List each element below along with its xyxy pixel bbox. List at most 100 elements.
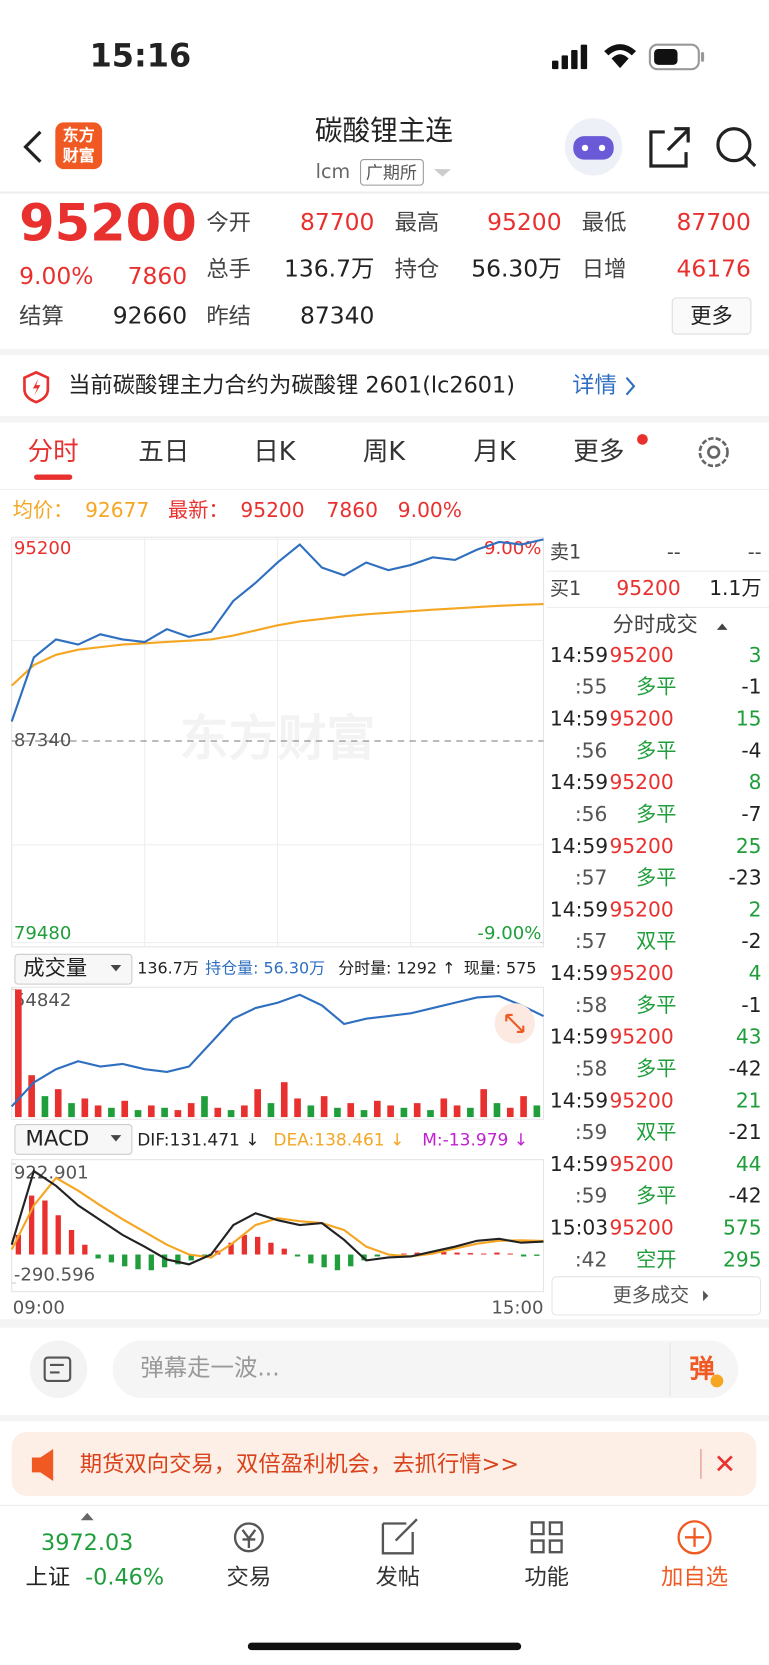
volume-bar (227, 1110, 235, 1118)
macd-bar (321, 1254, 327, 1268)
tab[interactable]: 周K (363, 437, 407, 467)
volume-bar (28, 1075, 35, 1118)
banner-text[interactable]: 期货双向交易，双倍盈利机会，去抓行情>> (80, 1451, 519, 1477)
y-tick-label: -290.596 (14, 1265, 95, 1286)
time-label: 15:00 (491, 1298, 543, 1319)
notice-link[interactable]: 详情 (572, 373, 617, 399)
dropdown-arrow[interactable] (433, 169, 451, 177)
tab[interactable]: 日K (253, 437, 297, 467)
trade-price: 95200 (609, 1025, 673, 1049)
trade-time: :57 (575, 866, 608, 890)
volume-bar (334, 1107, 341, 1118)
volume-bar (174, 1110, 182, 1118)
trade-volume: 15 (736, 707, 762, 731)
more-trades-button[interactable] (551, 1276, 762, 1316)
index-name[interactable]: 上证 (26, 1564, 71, 1590)
field-label: 总手 (206, 257, 251, 283)
search-button[interactable] (716, 127, 757, 168)
macd-bar (82, 1244, 88, 1255)
dif-line (10, 1169, 544, 1266)
volume-bar (427, 1110, 434, 1118)
trade-volume: 25 (736, 834, 762, 858)
avg-label: 均价： (13, 498, 74, 522)
clock: 15:16 (90, 36, 192, 74)
y-tick-label: 87340 (14, 730, 72, 751)
avg-price: 92677 (85, 498, 149, 522)
close-button[interactable] (717, 1455, 733, 1472)
watermark: 东方财富 (180, 710, 376, 767)
assistant-button[interactable] (564, 118, 623, 176)
current-volume: 现量: 575 (464, 959, 537, 978)
macd-bar (95, 1254, 101, 1259)
nav-item[interactable]: 功能 (524, 1564, 569, 1590)
ask-price: -- (667, 541, 681, 564)
index-value[interactable]: 3972.03 (41, 1530, 133, 1556)
comment-icon[interactable] (29, 1340, 88, 1398)
macd-bar (148, 1254, 154, 1271)
tick-volume: 分时量: 1292 ↑ (338, 959, 455, 978)
more-button[interactable] (671, 297, 752, 335)
m-label: M:-13.979 ↓ (422, 1130, 528, 1150)
macd-bar (334, 1254, 341, 1271)
field-label: 今开 (206, 210, 251, 236)
nav-icon (677, 1520, 712, 1555)
last-price: 95200 (19, 195, 197, 254)
macd-bar (401, 1253, 407, 1255)
field-value: 87340 (300, 302, 374, 330)
tab[interactable]: 五日 (138, 437, 189, 467)
volume-bar (347, 1103, 355, 1118)
last-price: 95200 (240, 498, 304, 522)
trade-time: :55 (575, 675, 608, 699)
more-button-text[interactable]: 更多 (690, 304, 733, 329)
share-button[interactable] (649, 127, 690, 168)
field-label: 最高 (395, 210, 440, 236)
more-trades[interactable]: 更多成交 (613, 1283, 689, 1306)
volume-bar (280, 1082, 288, 1118)
indicator-name[interactable]: 成交量 (23, 956, 87, 981)
macd-bar (534, 1254, 540, 1256)
trade-time: :59 (575, 1120, 608, 1144)
settings-button[interactable] (698, 436, 729, 468)
back-button[interactable] (23, 130, 42, 163)
comment-input[interactable] (112, 1340, 739, 1398)
volume-bar (400, 1107, 408, 1118)
indicator-name[interactable]: MACD (26, 1126, 90, 1151)
trade-volume: -42 (729, 1056, 762, 1080)
nav-item[interactable]: 交易 (227, 1564, 272, 1590)
tab[interactable]: 更多 (573, 437, 624, 467)
tab[interactable]: 月K (473, 437, 517, 467)
trade-volume: -1 (741, 993, 761, 1017)
comment-placeholder[interactable]: 弹幕走一波... (140, 1354, 279, 1382)
volume-bar (520, 1096, 527, 1118)
volume-bar (307, 1105, 315, 1118)
notice-text: 当前碳酸锂主力合约为碳酸锂 2601(lc2601) (68, 373, 515, 399)
nav-item[interactable]: 加自选 (661, 1564, 728, 1590)
volume-bar (214, 1107, 222, 1118)
nav-icon (530, 1521, 563, 1554)
volume-bar (147, 1105, 155, 1118)
banner[interactable] (11, 1432, 757, 1496)
field-label: 昨结 (206, 304, 251, 330)
trade-volume: 575 (723, 1216, 762, 1240)
y-tick-label: 79480 (14, 923, 72, 944)
indicator-select[interactable] (14, 953, 133, 985)
nav-item[interactable]: 发帖 (375, 1564, 420, 1590)
danmaku-button[interactable]: 弹 (689, 1354, 715, 1384)
index-change[interactable]: -0.46% (85, 1564, 164, 1590)
indicator-select[interactable] (14, 1124, 133, 1155)
field-label: 日增 (582, 257, 627, 283)
macd-bar (122, 1254, 128, 1267)
trade-kind: 双平 (636, 929, 676, 953)
trade-time: 14:59 (550, 1152, 608, 1176)
trade-price: 95200 (609, 834, 673, 858)
trade-volume: -23 (729, 866, 762, 890)
macd-bar (520, 1254, 527, 1257)
field-label: 最低 (582, 210, 627, 236)
macd-bar (15, 1234, 22, 1255)
volume-bar (161, 1107, 168, 1118)
volume-bar (201, 1096, 208, 1118)
bid-label: 买1 (550, 577, 581, 600)
trade-time: 14:59 (550, 1088, 608, 1112)
volume-bar (360, 1110, 368, 1118)
tab[interactable]: 分时 (28, 437, 79, 467)
